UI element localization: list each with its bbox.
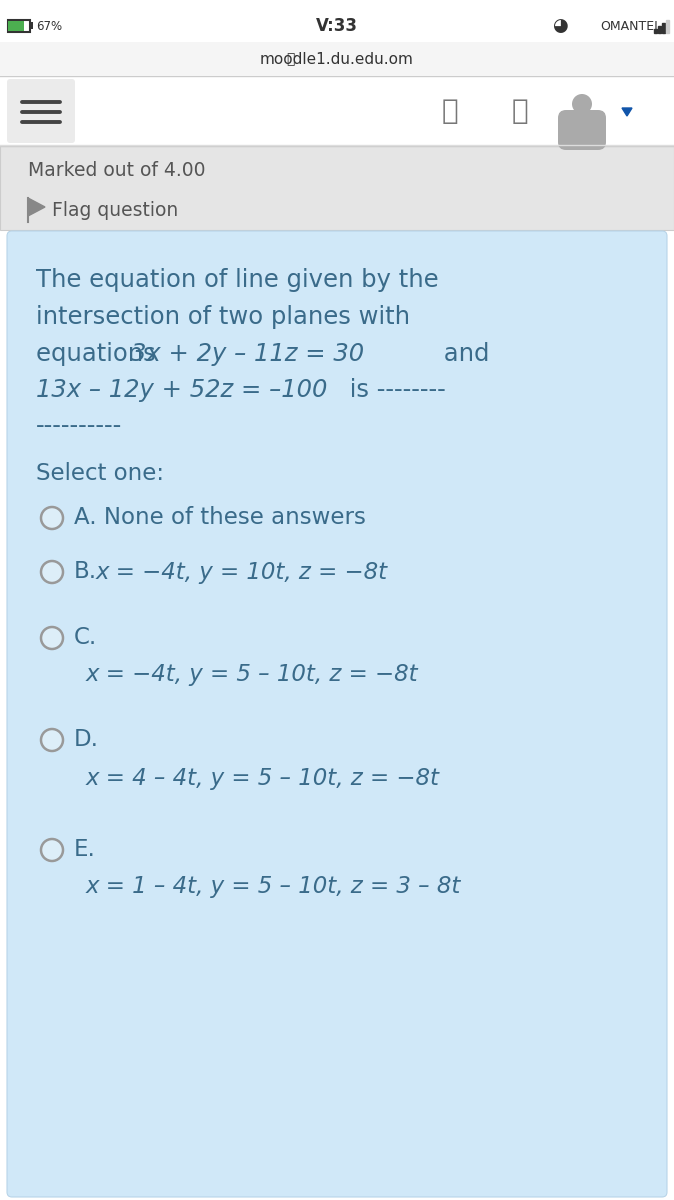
Text: is --------: is -------- xyxy=(342,378,446,402)
Text: Marked out of 4.00: Marked out of 4.00 xyxy=(28,161,206,180)
Text: 🔒: 🔒 xyxy=(286,52,294,66)
Text: 🔔: 🔔 xyxy=(441,97,458,125)
Text: OMANTEL: OMANTEL xyxy=(600,19,661,32)
Text: x = −4t, y = 5 – 10t, z = −8t: x = −4t, y = 5 – 10t, z = −8t xyxy=(86,662,419,685)
Circle shape xyxy=(41,506,63,529)
FancyBboxPatch shape xyxy=(0,76,674,145)
FancyBboxPatch shape xyxy=(30,22,33,29)
Circle shape xyxy=(572,94,592,114)
Text: The equation of line given by the: The equation of line given by the xyxy=(36,268,439,292)
FancyBboxPatch shape xyxy=(0,0,674,42)
Text: and: and xyxy=(436,342,489,366)
Text: equations: equations xyxy=(36,342,164,366)
Text: E.: E. xyxy=(74,839,96,862)
Text: B.: B. xyxy=(74,560,97,583)
Text: C.: C. xyxy=(74,626,97,649)
Bar xyxy=(662,23,665,32)
Circle shape xyxy=(41,626,63,649)
FancyBboxPatch shape xyxy=(7,79,75,143)
Text: x = 1 – 4t, y = 5 – 10t, z = 3 – 8t: x = 1 – 4t, y = 5 – 10t, z = 3 – 8t xyxy=(86,876,462,899)
Text: D.: D. xyxy=(74,728,99,751)
FancyBboxPatch shape xyxy=(558,110,606,150)
Text: Flag question: Flag question xyxy=(52,200,178,220)
Bar xyxy=(654,29,657,32)
Text: 💬: 💬 xyxy=(512,97,528,125)
Bar xyxy=(658,26,661,32)
FancyBboxPatch shape xyxy=(8,20,24,31)
Circle shape xyxy=(41,839,63,862)
Text: intersection of two planes with: intersection of two planes with xyxy=(36,305,410,329)
Text: A. None of these answers: A. None of these answers xyxy=(74,506,366,529)
Text: ◕: ◕ xyxy=(552,17,568,35)
Text: 3x + 2y – 11z = 30: 3x + 2y – 11z = 30 xyxy=(131,342,364,366)
Text: Select one:: Select one: xyxy=(36,462,164,486)
Text: 67%: 67% xyxy=(36,19,62,32)
FancyBboxPatch shape xyxy=(0,146,674,230)
Text: V:33: V:33 xyxy=(316,17,358,35)
Text: x = −4t, y = 10t, z = −8t: x = −4t, y = 10t, z = −8t xyxy=(96,560,388,583)
Text: moodle1.du.edu.om: moodle1.du.edu.om xyxy=(260,52,414,66)
Text: x = 4 – 4t, y = 5 – 10t, z = −8t: x = 4 – 4t, y = 5 – 10t, z = −8t xyxy=(86,767,440,790)
Text: ----------: ---------- xyxy=(36,414,122,438)
Text: 13x – 12y + 52z = –100: 13x – 12y + 52z = –100 xyxy=(36,378,328,402)
Circle shape xyxy=(41,560,63,583)
Circle shape xyxy=(41,728,63,751)
FancyBboxPatch shape xyxy=(0,42,674,74)
FancyBboxPatch shape xyxy=(7,230,667,1198)
Polygon shape xyxy=(28,198,45,216)
Bar xyxy=(666,20,669,32)
Polygon shape xyxy=(622,108,632,116)
